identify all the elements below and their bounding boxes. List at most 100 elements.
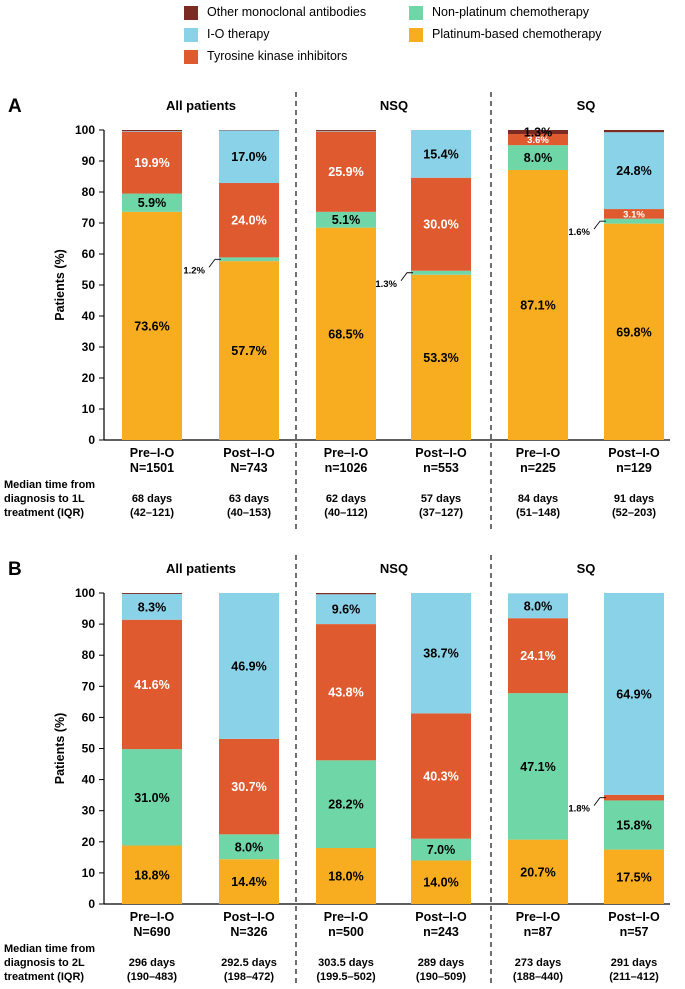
bar-segment-platinum — [219, 859, 279, 904]
bar-segment-tki — [219, 183, 279, 258]
data-label: 30.7% — [231, 780, 266, 794]
median-iqr: (37–127) — [419, 507, 463, 519]
panel-label: B — [8, 559, 22, 580]
footer-label: treatment (IQR) — [4, 507, 84, 519]
median-iqr: (198–472) — [224, 971, 274, 983]
bar-segment-other_mab — [316, 130, 376, 131]
bar-segment-tki — [316, 131, 376, 212]
legend-swatch — [184, 28, 198, 42]
legend-swatch — [184, 50, 198, 64]
y-tick-label: 90 — [82, 617, 96, 631]
x-tick-n: n=553 — [423, 461, 459, 475]
x-tick-n: n=243 — [423, 925, 459, 939]
data-label: 24.0% — [231, 214, 266, 228]
bar-segment-other_mab — [604, 130, 664, 133]
legend: Other monoclonal antibodies Non-platinum… — [0, 0, 685, 70]
data-label: 28.2% — [328, 798, 363, 812]
median-days: 273 days — [515, 957, 561, 969]
x-tick-label: Post–I-O — [415, 910, 467, 924]
data-label: 1.3% — [524, 126, 553, 140]
group-title: NSQ — [380, 561, 408, 576]
bar-segment-platinum — [508, 839, 568, 904]
y-tick-label: 10 — [82, 402, 96, 416]
median-iqr: (190–483) — [127, 971, 177, 983]
data-label: 8.0% — [524, 151, 553, 165]
bar-segment-non_platinum — [411, 270, 471, 275]
bar-segment-other_mab — [508, 130, 568, 135]
legend-label: Other monoclonal antibodies — [207, 5, 367, 19]
chart-panel-b: B All patients NSQ SQ 0 10 20 30 40 50 60 70 80 90 100… — [4, 555, 670, 987]
data-label: 3.1% — [623, 209, 645, 220]
bar-segment-io — [316, 594, 376, 625]
callout-leader — [593, 220, 606, 230]
bar-segment-io — [219, 593, 279, 739]
data-label: 18.0% — [328, 870, 363, 884]
bar-segment-tki — [411, 713, 471, 839]
data-label: 9.6% — [332, 603, 361, 617]
data-label: 15.8% — [616, 819, 651, 833]
y-axis-label: Patients (%) — [53, 249, 67, 321]
y-tick-label: 70 — [82, 216, 96, 230]
x-tick-label: Pre–I-O — [324, 446, 369, 460]
panel-label: A — [8, 96, 22, 117]
legend-label: I-O therapy — [207, 27, 270, 41]
bar-segment-non_platinum — [316, 211, 376, 228]
y-axis-label: Patients (%) — [53, 713, 67, 785]
bar-segment-non_platinum — [219, 257, 279, 262]
median-days: 291 days — [611, 957, 657, 969]
bar-segment-io — [411, 593, 471, 714]
bar-segment-non_platinum — [122, 749, 182, 846]
bar-segment-io — [122, 593, 182, 620]
x-tick-n: N=690 — [133, 925, 170, 939]
y-tick-label: 10 — [82, 866, 96, 880]
data-label: 5.1% — [332, 213, 361, 227]
data-label: 64.9% — [616, 687, 651, 701]
data-label: 31.0% — [134, 791, 169, 805]
median-days: 84 days — [518, 493, 558, 505]
bar-segment-non_platinum — [411, 838, 471, 861]
median-days: 68 days — [132, 493, 172, 505]
y-tick-label: 20 — [82, 835, 96, 849]
bar-segment-platinum — [411, 860, 471, 904]
bar-segment-platinum — [219, 261, 279, 440]
data-label: 87.1% — [520, 298, 555, 312]
footer-label: Median time from — [4, 479, 95, 491]
y-tick-label: 50 — [82, 742, 96, 756]
chart-panel-a: A All patients NSQ SQ 0 10 20 30 40 50 60 70 80 90 100… — [4, 92, 670, 530]
y-tick-label: 80 — [82, 648, 96, 662]
median-days: 296 days — [129, 957, 175, 969]
y-tick-label: 60 — [82, 710, 96, 724]
y-tick-label: 50 — [82, 278, 96, 292]
y-tick-label: 100 — [75, 586, 95, 600]
data-label: 38.7% — [423, 647, 458, 661]
median-days: 292.5 days — [221, 957, 277, 969]
legend-swatch — [409, 6, 423, 20]
y-tick-label: 40 — [82, 773, 96, 787]
bar-segment-tki — [316, 624, 376, 761]
bar-segment-io — [604, 132, 664, 210]
bar-segment-io — [219, 130, 279, 184]
x-tick-n: n=87 — [524, 925, 553, 939]
y-tick-label: 20 — [82, 371, 96, 385]
group-title: NSQ — [380, 98, 408, 113]
legend-swatch — [409, 28, 423, 42]
data-label: 41.6% — [134, 678, 169, 692]
data-label: 14.4% — [231, 875, 266, 889]
y-tick-label: 0 — [88, 897, 95, 911]
median-iqr: (52–203) — [612, 507, 656, 519]
bar-segment-io — [411, 130, 471, 178]
bar-segment-tki — [508, 618, 568, 694]
data-label: 17.0% — [231, 150, 266, 164]
bar-segment-non_platinum — [316, 760, 376, 849]
data-label: 20.7% — [520, 865, 555, 879]
y-tick-label: 100 — [75, 123, 95, 137]
data-label: 7.0% — [427, 843, 456, 857]
bar-segment-non_platinum — [604, 218, 664, 224]
data-label: 14.0% — [423, 876, 458, 890]
data-label: 8.3% — [138, 600, 167, 614]
x-tick-label: Pre–I-O — [130, 446, 175, 460]
data-label: 3.6% — [527, 135, 549, 146]
footer-label: Median time from — [4, 943, 95, 955]
group-title: SQ — [577, 561, 596, 576]
bar-segment-non_platinum — [122, 193, 182, 212]
